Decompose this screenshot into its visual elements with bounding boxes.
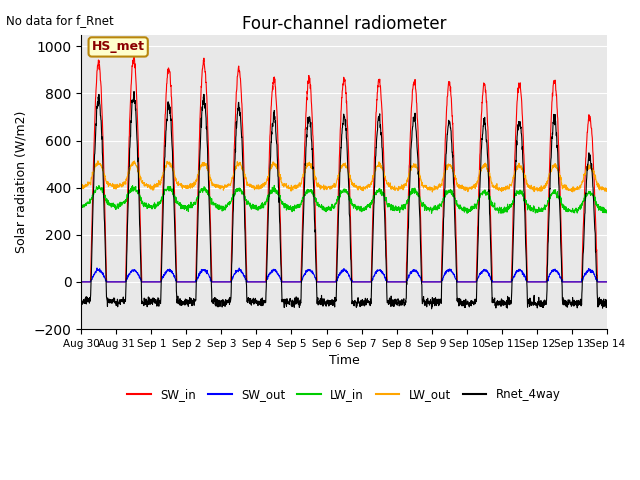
Line: LW_out: LW_out xyxy=(81,161,607,192)
X-axis label: Time: Time xyxy=(329,354,360,367)
Rnet_4way xyxy=(371,183,378,189)
Rnet_4way xyxy=(603,298,611,303)
LW_out xyxy=(94,158,102,164)
LW_in xyxy=(77,203,85,209)
LW_in xyxy=(224,202,232,207)
Text: No data for f_Rnet: No data for f_Rnet xyxy=(6,14,114,27)
Rnet_4way xyxy=(572,299,579,304)
LW_in xyxy=(371,192,378,198)
Rnet_4way xyxy=(77,297,85,302)
Line: LW_in: LW_in xyxy=(81,185,607,214)
SW_in xyxy=(131,53,138,59)
SW_out xyxy=(371,273,378,278)
Text: HS_met: HS_met xyxy=(92,40,145,53)
SW_out xyxy=(93,265,101,271)
Y-axis label: Solar radiation (W/m2): Solar radiation (W/m2) xyxy=(15,110,28,253)
Rnet_4way xyxy=(130,89,138,95)
SW_out xyxy=(572,279,579,285)
SW_out xyxy=(603,279,611,285)
LW_in xyxy=(557,195,564,201)
Line: SW_out: SW_out xyxy=(81,268,607,282)
LW_out xyxy=(359,188,367,193)
Rnet_4way xyxy=(497,303,505,309)
SW_in xyxy=(77,279,85,285)
SW_in xyxy=(603,279,611,285)
LW_in xyxy=(603,207,611,213)
SW_out xyxy=(497,279,504,285)
SW_in xyxy=(224,279,232,285)
LW_out xyxy=(77,184,85,190)
SW_out xyxy=(557,275,564,281)
LW_in xyxy=(359,208,367,214)
LW_out xyxy=(429,189,436,195)
LW_out xyxy=(224,183,232,189)
LW_in xyxy=(271,182,278,188)
Rnet_4way xyxy=(557,246,564,252)
LW_out xyxy=(371,167,378,173)
Line: SW_in: SW_in xyxy=(81,56,607,282)
SW_out xyxy=(359,279,367,285)
SW_out xyxy=(77,279,85,285)
LW_out xyxy=(603,188,611,193)
LW_out xyxy=(497,187,505,193)
Title: Four-channel radiometer: Four-channel radiometer xyxy=(242,15,446,33)
SW_in xyxy=(572,279,579,285)
LW_in xyxy=(497,211,505,216)
SW_in xyxy=(557,211,564,216)
SW_in xyxy=(371,152,378,157)
Legend: SW_in, SW_out, LW_in, LW_out, Rnet_4way: SW_in, SW_out, LW_in, LW_out, Rnet_4way xyxy=(123,383,566,406)
Rnet_4way xyxy=(224,297,232,303)
SW_in xyxy=(359,279,367,285)
SW_in xyxy=(497,279,504,285)
Rnet_4way xyxy=(428,306,435,312)
LW_out xyxy=(572,186,579,192)
SW_out xyxy=(224,279,232,285)
LW_in xyxy=(572,207,579,213)
LW_in xyxy=(497,205,504,211)
Line: Rnet_4way: Rnet_4way xyxy=(81,92,607,309)
Rnet_4way xyxy=(359,299,367,305)
LW_out xyxy=(557,174,564,180)
